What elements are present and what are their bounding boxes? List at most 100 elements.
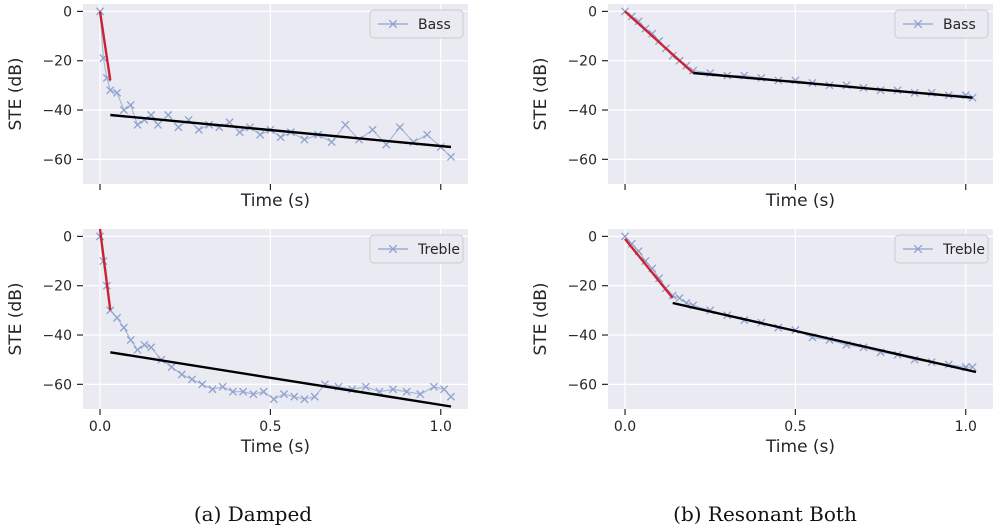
- data-point-marker: [113, 313, 122, 322]
- fit-line-fit-late: [110, 113, 452, 149]
- data-point-marker: [140, 340, 149, 349]
- data-point-marker: [256, 130, 265, 139]
- fit-line-fit-late: [693, 71, 973, 99]
- x-tick-label: 0.5: [784, 419, 806, 435]
- data-point-marker: [126, 335, 135, 345]
- data-point-marker: [341, 120, 350, 129]
- data-point-marker: [634, 17, 643, 26]
- x-tick-label: 1.0: [430, 419, 452, 435]
- data-point-marker: [106, 86, 115, 95]
- data-point-marker: [164, 110, 173, 120]
- x-tick-label: 1.0: [955, 419, 977, 435]
- data-point-marker: [269, 395, 278, 404]
- y-tick-label: −20: [567, 54, 597, 70]
- data-point-marker: [655, 274, 664, 283]
- y-axis-label: STE (dB): [6, 57, 26, 130]
- legend-marker: [388, 244, 398, 254]
- fit-line-fit-early: [624, 10, 695, 74]
- data-point-marker: [395, 123, 404, 132]
- data-point-marker: [429, 382, 438, 391]
- y-tick-label: −40: [567, 328, 597, 344]
- fit-line-fit-early: [98, 11, 112, 81]
- legend-marker: [388, 19, 398, 29]
- data-point-marker: [147, 343, 156, 352]
- legend-box: [894, 234, 989, 264]
- data-point-marker: [119, 323, 128, 332]
- x-tick-label: 0.0: [614, 419, 636, 435]
- data-point-marker: [198, 380, 207, 389]
- data-point-marker: [126, 101, 135, 110]
- y-tick-label: −60: [42, 152, 72, 168]
- data-point-marker: [440, 385, 449, 394]
- data-point-marker: [300, 135, 309, 144]
- data-point-marker: [290, 392, 299, 401]
- data-point-marker: [218, 382, 227, 391]
- data-point-marker: [402, 387, 411, 396]
- data-point-marker: [235, 128, 244, 137]
- data-point-marker: [147, 110, 156, 120]
- data-point-marker: [279, 390, 289, 399]
- chart-panel-1: 0.0 0.5 1.0 0 −20 −40 −60 Time (s) STE (dB) Trebl…: [6, 228, 468, 457]
- data-point-marker: [225, 118, 234, 127]
- data-point-marker: [174, 123, 183, 132]
- data-point-marker: [446, 392, 456, 401]
- data-point-marker: [641, 256, 650, 266]
- data-point-marker: [194, 125, 203, 134]
- data-point-marker: [310, 392, 319, 401]
- data-point-marker: [276, 133, 285, 142]
- y-axis-label: STE (dB): [531, 282, 551, 355]
- legend-label: Bass: [943, 17, 976, 33]
- x-axis-label: Time (s): [240, 437, 310, 457]
- data-point-marker: [446, 152, 456, 161]
- data-point-marker: [187, 375, 197, 384]
- data-point-marker: [249, 390, 258, 399]
- data-point-marker: [239, 387, 248, 396]
- y-tick-label: −20: [42, 279, 72, 295]
- y-tick-label: 0: [588, 4, 597, 20]
- y-tick-label: −40: [42, 328, 72, 344]
- data-point-marker: [259, 387, 268, 396]
- y-tick-label: 0: [63, 4, 72, 20]
- y-tick-label: −20: [42, 54, 72, 70]
- x-tick-label: 0.0: [89, 419, 111, 435]
- data-point-marker: [167, 363, 176, 372]
- y-tick-label: −40: [42, 103, 72, 119]
- data-point-marker: [648, 29, 657, 38]
- x-axis-label: Time (s): [765, 191, 835, 211]
- data-point-marker: [133, 345, 142, 354]
- data-point-marker: [208, 385, 217, 394]
- chart-panel-0: 0 −20 −40 −60 Time (s) STE (dB) Bass: [6, 4, 468, 211]
- legend-box: [369, 9, 464, 39]
- x-axis-label: Time (s): [240, 191, 310, 211]
- fit-line-fit-late: [672, 301, 977, 374]
- y-axis-label: STE (dB): [6, 282, 26, 355]
- legend-marker: [913, 19, 923, 29]
- legend-box: [894, 9, 989, 39]
- data-point-marker: [153, 120, 163, 129]
- legend-box: [369, 234, 464, 264]
- y-tick-label: −60: [42, 377, 72, 393]
- y-tick-label: −60: [567, 377, 597, 393]
- data-point-marker: [368, 125, 377, 134]
- caption-damped: (a) Damped: [194, 502, 312, 526]
- data-point-marker: [228, 387, 237, 396]
- data-point-marker: [416, 390, 425, 399]
- x-tick-label: 0.5: [259, 419, 281, 435]
- chart-panel-3: 0.0 0.5 1.0 0 −20 −40 −60 Time (s) STE (dB) Trebl…: [531, 229, 993, 457]
- fit-line-fit-early: [624, 238, 674, 299]
- data-point-marker: [119, 105, 128, 115]
- y-tick-label: 0: [63, 229, 72, 245]
- x-axis-label: Time (s): [765, 437, 835, 457]
- legend-label: Treble: [417, 242, 460, 258]
- y-tick-label: 0: [588, 229, 597, 245]
- legend-marker: [913, 244, 923, 254]
- legend-label: Treble: [942, 242, 985, 258]
- y-tick-label: −40: [567, 103, 597, 119]
- chart-panel-2: 0 −20 −40 −60 Time (s) STE (dB) Bass: [531, 4, 993, 211]
- data-point-marker: [675, 293, 684, 303]
- data-point-marker: [327, 138, 336, 147]
- data-point-marker: [388, 385, 398, 394]
- data-point-marker: [177, 370, 186, 379]
- fit-line-fit-early: [98, 228, 112, 311]
